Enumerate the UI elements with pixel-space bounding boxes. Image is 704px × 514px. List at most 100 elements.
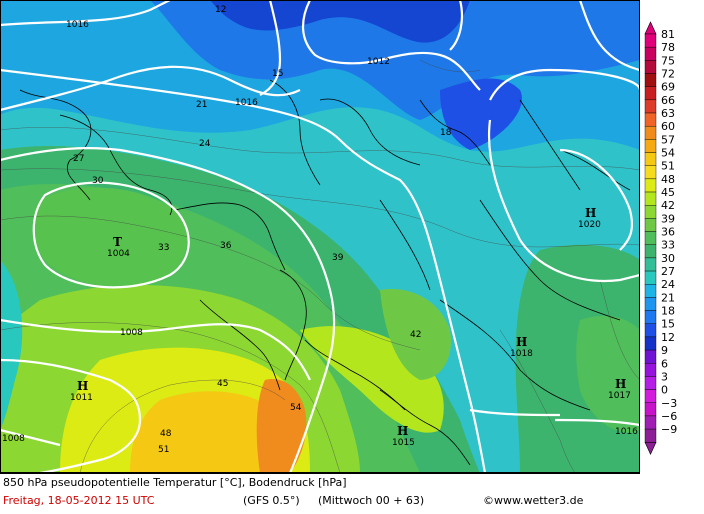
map-frame — [0, 0, 640, 473]
colorbar-swatch — [644, 244, 657, 259]
colorbar-swatch — [644, 218, 657, 232]
colorbar-label: 24 — [661, 278, 675, 291]
colorbar-swatch — [644, 112, 657, 127]
isobar-label: 1012 — [367, 57, 390, 67]
colorbar-swatch — [644, 205, 657, 219]
temp-label: 27 — [73, 154, 84, 164]
zone-27-west — [0, 260, 23, 430]
colorbar-swatch — [644, 284, 657, 298]
pressure-centers: H 1020 H 1018 H 1017 H 1015 H 1011 T 100… — [70, 206, 631, 448]
colorbar-label: 3 — [661, 370, 668, 383]
colorbar-label: 45 — [661, 186, 675, 199]
svg-text:H: H — [516, 335, 527, 349]
colorbar-label: 9 — [661, 344, 668, 357]
colorbar-label: 66 — [661, 94, 675, 107]
colorbar-swatch — [644, 73, 657, 87]
colorbar-label: 78 — [661, 41, 675, 54]
colorbar-swatch — [644, 178, 657, 193]
colorbar-label: 0 — [661, 384, 668, 397]
isotherms — [0, 59, 640, 473]
colorbar-arrow-bottom — [644, 441, 657, 455]
color-legend: 8178757269666360575451484542393633302724… — [644, 21, 677, 455]
isobar-labels: 1016 1016 1012 1008 1008 1016 — [2, 20, 638, 444]
colorbar-swatch — [644, 336, 657, 351]
isobar-label: 1016 — [66, 20, 89, 30]
svg-text:H: H — [585, 206, 596, 220]
isobar-label: 1008 — [120, 328, 143, 338]
svg-text:1020: 1020 — [578, 220, 601, 230]
colorbar-swatch — [644, 86, 657, 101]
colorbar-label: 6 — [661, 357, 668, 370]
colorbar-swatch — [644, 191, 657, 206]
zone-12 — [210, 0, 470, 43]
colorbar-swatch — [644, 231, 657, 245]
colorbar-label: 63 — [661, 107, 675, 120]
chart-description: 850 hPa pseudopotentielle Temperatur [°C… — [3, 476, 347, 489]
svg-text:H: H — [615, 377, 626, 391]
low-center: T 1004 — [107, 235, 130, 259]
colorbar-label: 12 — [661, 331, 675, 344]
high-center: H 1015 — [392, 424, 415, 448]
colorbar-swatch — [644, 60, 657, 74]
svg-text:H: H — [397, 424, 408, 438]
svg-text:1004: 1004 — [107, 249, 130, 259]
colorbar-label: −6 — [661, 410, 677, 423]
colorbar-label: 75 — [661, 54, 675, 67]
svg-text:1015: 1015 — [392, 438, 415, 448]
colorbar-label: 60 — [661, 120, 675, 133]
colorbar-swatch — [644, 415, 657, 430]
low-pocket — [33, 187, 188, 288]
colorbar-label: 69 — [661, 81, 675, 94]
colorbar-swatch — [644, 165, 657, 180]
model-name: (GFS 0.5°) — [243, 494, 300, 507]
colorbar-swatch — [644, 363, 657, 377]
colorbar-label: 48 — [661, 173, 675, 186]
colorbar-label: −9 — [661, 423, 677, 436]
colorbar-swatch — [644, 310, 657, 324]
temp-label: 39 — [332, 253, 344, 263]
zone-51 — [130, 391, 293, 473]
colorbar-label: 18 — [661, 305, 675, 318]
temp-label: 45 — [217, 379, 228, 389]
colorbar-swatch — [644, 152, 657, 166]
colorbar-label: 21 — [661, 291, 675, 304]
high-center: H 1020 — [578, 206, 601, 230]
credit-text: ©www.wetter3.de — [483, 494, 584, 507]
isobar-label: 1016 — [235, 98, 258, 108]
temp-label: 33 — [158, 243, 169, 253]
temp-label: 30 — [92, 176, 104, 186]
zone-39 — [380, 289, 451, 380]
colorbar-label: 27 — [661, 265, 675, 278]
colorbar-swatch — [644, 389, 657, 403]
temp-label: 18 — [440, 128, 452, 138]
zone-57 — [256, 379, 307, 473]
colorbar-label: 33 — [661, 239, 675, 252]
forecast-run: (Mittwoch 00 + 63) — [318, 494, 425, 507]
colorbar-label: 72 — [661, 68, 675, 81]
colorbar-label: 36 — [661, 226, 675, 239]
valid-date: Freitag, 18-05-2012 15 UTC — [3, 494, 155, 507]
caption-panel: 850 hPa pseudopotentielle Temperatur [°C… — [0, 473, 640, 514]
colorbar-label: 54 — [661, 147, 675, 160]
colorbar-label: 81 — [661, 28, 675, 41]
isobars — [0, 0, 640, 473]
zone-36-east — [576, 315, 640, 433]
temperature-labels: 12 15 18 21 24 27 30 33 36 39 42 45 48 5… — [73, 5, 452, 455]
colorbar-swatch — [644, 125, 657, 140]
colorbar-arrow-top — [644, 21, 657, 35]
svg-text:1011: 1011 — [70, 393, 93, 403]
svg-text:1017: 1017 — [608, 391, 631, 401]
isobar-label: 1016 — [615, 427, 638, 437]
colorbar-label: −3 — [661, 397, 677, 410]
temp-label: 48 — [160, 429, 172, 439]
colorbar-swatch — [644, 139, 657, 153]
temp-label: 24 — [199, 139, 211, 149]
colorbar-swatch — [644, 46, 657, 61]
colorbar-swatch — [644, 349, 657, 364]
colorbar-label: 39 — [661, 212, 675, 225]
colorbar-label: 51 — [661, 160, 675, 173]
isobar-label: 1008 — [2, 434, 25, 444]
colorbar-label: 30 — [661, 252, 675, 265]
colorbar-swatch — [644, 402, 657, 417]
